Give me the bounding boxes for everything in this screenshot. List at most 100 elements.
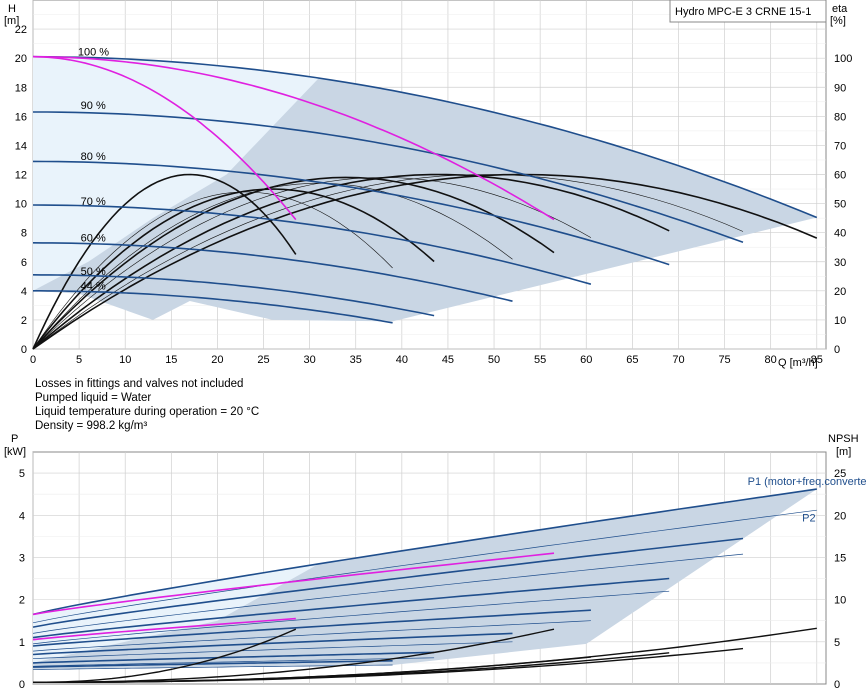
y-axis-label-p-unit: [kW] [4,446,26,458]
y-axis-label-h-unit: [m] [4,15,19,27]
efficiency-curve [32,173,297,350]
head-y-tick: 10 [15,199,27,211]
speed-label: 60 % [81,232,106,244]
head-x-tick: 55 [534,354,546,366]
head-speed-curve [32,160,670,266]
head-speed-curve [32,274,435,317]
head-single-pump-curve [32,55,555,221]
head-chart: 100 %90 %80 %70 %60 %50 %44 % 0 5 10 15 20 25… [4,0,852,369]
head-speed-curve [33,111,744,244]
speed-label: 100 % [78,46,109,58]
power-y-tick: 4 [19,510,25,522]
npsh-y2-tick: 0 [834,679,840,691]
head-x-tick: 75 [718,354,730,366]
efficiency-curves [32,173,818,350]
eta-y2-tick: 40 [834,228,846,240]
npsh-curve [33,628,297,683]
head-y-tick: 14 [15,140,27,152]
p1-single-pump-curve [32,552,555,616]
head-y-tick: 22 [15,24,27,36]
npsh-y2-tick: 10 [834,595,846,607]
chart-title: Hydro MPC-E 3 CRNE 15-1 [675,6,811,18]
p2-curve [32,664,393,671]
operating-range-fill [33,56,817,322]
x-axis-label-q: Q [m³/h] [778,357,818,369]
speed-label: 50 % [81,266,106,278]
head-x-tick: 0 [30,354,36,366]
eta-y2-tick: 50 [834,199,846,211]
head-single-pump-curve [32,55,297,221]
power-y-tick: 3 [19,552,25,564]
y2-axis-label-npsh: NPSH [828,433,859,445]
efficiency-curve [32,173,818,350]
head-x-tick: 15 [165,354,177,366]
efficiency-curve [32,191,393,350]
speed-labels: 100 % 90 % 80 % 70 % 60 % 50 % 44 % [78,46,109,292]
y-axis-label-h: H [8,3,16,15]
title-box [669,0,827,23]
y-axis-label-p: P [11,433,18,445]
eta-y2-tick: 10 [834,315,846,327]
eta-y2-tick: 70 [834,140,846,152]
p1-curve [32,632,513,656]
head-x-tick: 85 [811,354,823,366]
head-x-tick: 65 [626,354,638,366]
npsh-curve [33,627,817,683]
npsh-y2-tick: 5 [834,637,840,649]
head-speed-curve [33,290,393,324]
note-fittings: Losses in fittings and valves not includ… [35,378,243,390]
head-y-tick: 0 [21,344,27,356]
head-speed-curve [32,242,513,302]
power-y-tick: 5 [19,468,25,480]
speed-label: 90 % [81,100,106,112]
efficiency-curve [32,188,435,350]
head-x-tick: 45 [442,354,454,366]
p2-curve [32,509,817,624]
speed-label: 44 % [81,280,106,292]
npsh-y2-tick: 25 [834,468,846,480]
power-curves [32,488,817,671]
npsh-y2-tick: 20 [834,510,846,522]
p2-curve [32,553,744,634]
note-liquid: Pumped liquid = Water [35,392,151,404]
p2-curve [32,641,513,660]
p1-single-pump-curve [32,617,296,641]
y2-axis-label-eta: eta [832,3,848,15]
power-lowflow-region [33,563,319,663]
p2-curve [32,657,435,667]
head-lowflow-region [33,56,319,291]
head-x-tick: 80 [765,354,777,366]
npsh-y2-tick: 15 [834,552,846,564]
efficiency-curve [32,174,744,350]
speed-label: 70 % [81,196,106,208]
efficiency-curve [32,173,670,350]
power-y-tick: 1 [19,637,25,649]
head-speed-curve [32,204,592,285]
eta-y2-tick: 90 [834,82,846,94]
y2-axis-label-npsh-unit: [m] [836,446,851,458]
power-series-labels: P1 (motor+freq.converter) P2 [748,476,866,525]
y2-axis-label-eta-unit: [%] [830,15,846,27]
eta-y2-tick: 80 [834,111,846,123]
notes-block: Losses in fittings and valves not includ… [35,378,259,432]
head-x-tick: 50 [488,354,500,366]
head-x-tick: 35 [350,354,362,366]
p2-series-label: P2 [802,513,815,525]
head-y-tick: 6 [21,257,27,269]
head-x-tick: 20 [211,354,223,366]
head-y-tick: 18 [15,82,27,94]
note-temperature: Liquid temperature during operation = 20… [35,406,259,418]
power-y-tick: 0 [19,679,25,691]
head-curves [32,55,818,324]
head-y-tick: 12 [15,170,27,182]
head-x-tick: 30 [304,354,316,366]
head-y-tick: 8 [21,228,27,240]
head-x-tick: 5 [76,354,82,366]
head-x-tick: 10 [119,354,131,366]
p1-series-label: P1 (motor+freq.converter) [748,476,866,488]
p1-curve [32,537,744,628]
eta-y2-tick: 100 [834,53,852,65]
p1-curve [32,660,393,668]
head-y-tick: 16 [15,111,27,123]
